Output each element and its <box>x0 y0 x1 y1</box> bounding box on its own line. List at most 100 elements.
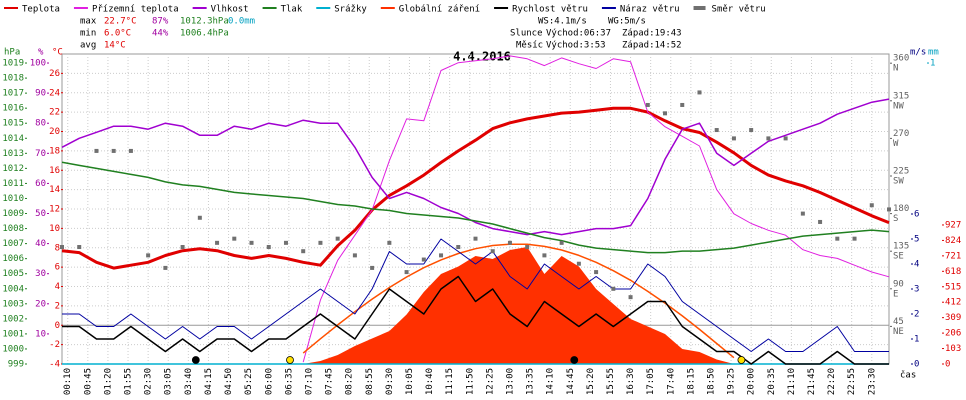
stat-value: 1012.3hPa <box>180 17 229 27</box>
stat-value: max <box>80 17 97 27</box>
y-tick-label: 70 <box>35 149 46 159</box>
y-tick-label: 14 <box>49 185 60 195</box>
x-tick-label: 14:45 <box>566 368 576 395</box>
direction-point <box>352 253 357 258</box>
legend-label: Přízemní teplota <box>92 5 179 15</box>
y-tick-label: 0 <box>55 321 60 331</box>
direction-point <box>439 253 444 258</box>
y-tick-label: 1016 <box>2 104 24 114</box>
y-tick-label: 5 <box>914 235 919 245</box>
direction-label: W <box>893 139 899 149</box>
direction-label: NE <box>893 327 904 337</box>
direction-point <box>645 102 650 107</box>
y-tick-label: 60 <box>35 179 46 189</box>
y-tick-label: 6 <box>55 263 60 273</box>
direction-point <box>680 102 685 107</box>
y-tick-label: 1011 <box>2 179 24 189</box>
direction-point <box>663 111 668 116</box>
direction-label: NW <box>893 101 904 111</box>
direction-point <box>490 249 495 254</box>
y-tick-label: 1 <box>914 335 919 345</box>
direction-point <box>869 203 874 208</box>
direction-point <box>249 240 254 245</box>
y-tick-label: 30 <box>35 269 46 279</box>
y-tick-label: 4 <box>914 260 919 270</box>
x-tick-label: 21:10 <box>787 368 797 395</box>
x-tick-label: 08:20 <box>345 368 355 395</box>
y-tick-label: 1018 <box>2 74 24 84</box>
y-tick-label: -4 <box>49 360 60 370</box>
x-tick-label: 12:25 <box>485 368 495 395</box>
event-marker <box>191 356 200 364</box>
direction-point <box>800 211 805 216</box>
x-tick-label: 07:45 <box>325 368 335 395</box>
direction-point <box>283 240 288 245</box>
y-tick-label: 80 <box>35 119 46 129</box>
y-tick-label: 8 <box>55 243 60 253</box>
stat-value: 87% <box>152 17 169 27</box>
x-tick-label: 15:55 <box>606 368 616 395</box>
x-tick-label: 17:05 <box>646 368 656 395</box>
y-tick-label: 26 <box>49 69 60 79</box>
x-tick-label: 21:45 <box>807 368 817 395</box>
y-tick-label: -2 <box>49 340 60 350</box>
y-tick-label: 1005 <box>2 269 24 279</box>
y-tick-label: 1015 <box>2 119 24 129</box>
y-tick-label: 1009 <box>2 209 24 219</box>
direction-point <box>559 240 564 245</box>
x-tick-label: 22:20 <box>827 368 837 395</box>
direction-point <box>318 240 323 245</box>
y-tick-label: 135 <box>893 242 909 252</box>
legend-label: Globální záření <box>399 5 480 15</box>
x-tick-label: 11:50 <box>465 368 475 395</box>
direction-point <box>542 253 547 258</box>
event-marker <box>570 356 579 364</box>
y-tick-label: 515 <box>945 282 961 292</box>
legend-label: Rychlost větru <box>512 5 588 15</box>
y-tick-label: 1003 <box>2 299 24 309</box>
x-tick-label: 07:10 <box>304 368 314 395</box>
direction-point <box>94 148 99 153</box>
y-tick-label: 1010 <box>2 194 24 204</box>
direction-point <box>128 148 133 153</box>
y-tick-label: 412 <box>945 298 961 308</box>
y-tick-label: 824 <box>945 236 961 246</box>
axis-unit: mm <box>928 48 939 58</box>
series-line <box>62 238 889 352</box>
y-tick-label: 1004 <box>2 284 24 294</box>
y-tick-label: 270 <box>893 129 909 139</box>
x-tick-label: 02:30 <box>144 368 154 395</box>
legend-label: Srážky <box>334 5 367 15</box>
direction-point <box>766 136 771 141</box>
direction-point <box>370 265 375 270</box>
y-tick-label: 24 <box>49 88 60 98</box>
stat-value: min <box>80 29 96 39</box>
direction-point <box>783 136 788 141</box>
axis-unit: % <box>38 48 44 58</box>
x-tick-label: 19:25 <box>727 368 737 395</box>
y-tick-label: 1000 <box>2 344 24 354</box>
series-area <box>62 247 889 364</box>
y-tick-label: 16 <box>49 166 60 176</box>
y-tick-label: 721 <box>945 251 961 261</box>
stat-value: 1006.4hPa <box>180 29 229 39</box>
x-tick-label: 06:35 <box>284 368 294 395</box>
x-tick-label: 09:30 <box>385 368 395 395</box>
x-tick-label: 04:15 <box>204 368 214 395</box>
direction-point <box>266 245 271 250</box>
axis-unit: °C <box>52 48 63 58</box>
x-tick-label: 14:10 <box>546 368 556 395</box>
stat-value: 44% <box>152 29 169 39</box>
direction-label: SE <box>893 252 904 262</box>
y-tick-label: 1008 <box>2 224 24 234</box>
y-tick-label: 90 <box>893 279 904 289</box>
stat-value: 14°C <box>104 41 126 51</box>
stat-value: 0.0mm <box>228 17 255 27</box>
direction-point <box>387 240 392 245</box>
y-tick-label: 1001 <box>2 329 24 339</box>
series-line <box>61 161 890 254</box>
direction-point <box>180 245 185 250</box>
direction-point <box>232 236 237 241</box>
stat-value: 22.7°C <box>104 17 137 27</box>
direction-label: N <box>893 64 898 74</box>
